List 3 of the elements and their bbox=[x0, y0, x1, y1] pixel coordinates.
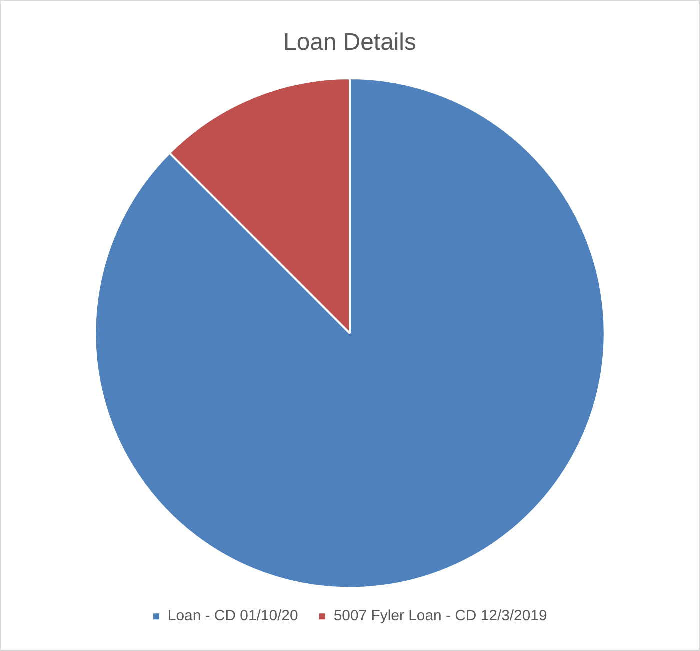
legend-label: 5007 Fyler Loan - CD 12/3/2019 bbox=[334, 608, 548, 625]
chart-title: Loan Details bbox=[284, 28, 416, 56]
legend-label: Loan - CD 01/10/20 bbox=[168, 608, 298, 625]
